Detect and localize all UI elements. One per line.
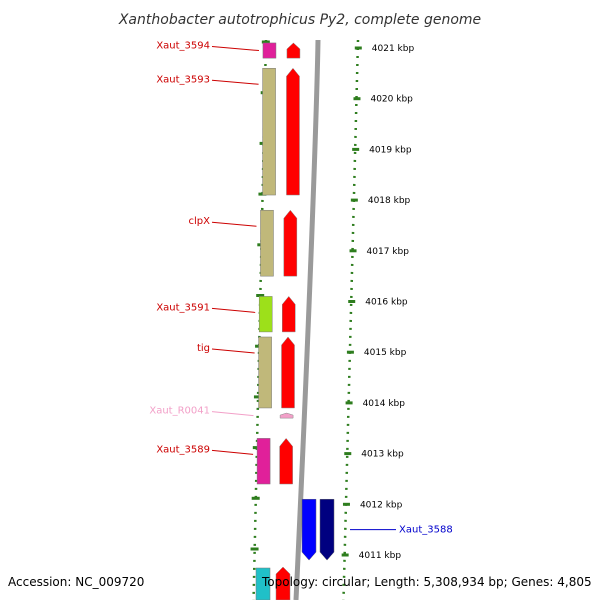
gene-cog-bar[interactable] <box>319 498 335 561</box>
gene-label-leader <box>211 449 254 455</box>
genome-title: Xanthobacter autotrophicus Py2, complete… <box>118 12 481 28</box>
gene-label-leader <box>211 79 259 85</box>
gene-label-leader <box>211 307 256 313</box>
gene-cog-bar[interactable] <box>258 296 273 333</box>
gene-cog-bar[interactable] <box>260 209 274 277</box>
gene-label-leader <box>211 221 257 227</box>
gene-label-leader <box>211 46 259 52</box>
gene-arrow[interactable] <box>286 42 301 59</box>
gene-label[interactable]: Xaut_R0041 <box>149 406 210 417</box>
tick-label: 4015 kbp <box>364 348 407 358</box>
tick-label: 4012 kbp <box>360 500 403 510</box>
topology-text: Topology: circular; Length: 5,308,934 bp… <box>261 575 592 589</box>
gene-label-leader <box>211 348 255 354</box>
gene-label[interactable]: Xaut_3593 <box>156 74 210 85</box>
tick-label: 4013 kbp <box>361 450 404 460</box>
gene-arrow[interactable] <box>279 412 294 419</box>
gene-cog-bar[interactable] <box>262 68 276 196</box>
gene-label[interactable]: Xaut_3589 <box>156 444 210 455</box>
tick-label: 4011 kbp <box>359 551 402 561</box>
tick-label: 4018 kbp <box>368 196 411 206</box>
gene-label[interactable]: tig <box>197 343 210 354</box>
gene-label[interactable]: Xaut_3591 <box>156 302 210 313</box>
genome-backbone <box>293 39 321 600</box>
gene-label[interactable]: Xaut_3594 <box>156 41 210 52</box>
tick-label: 4020 kbp <box>370 95 413 105</box>
gene-cog-bar[interactable] <box>258 336 272 409</box>
gene-arrow[interactable] <box>279 437 293 485</box>
gene-arrow[interactable] <box>283 209 298 277</box>
tick-label: 4019 kbp <box>369 145 412 155</box>
gene-label[interactable]: clpX <box>189 216 211 227</box>
ring-outer-edge <box>342 39 360 600</box>
gene-cog-bar[interactable] <box>262 42 277 59</box>
genome-ring: 4021 kbp 4020 kbp 4019 kbp 4018 kbp 4017 kbp… <box>250 39 415 600</box>
gene-arrow[interactable] <box>286 67 300 196</box>
gene-arrow[interactable] <box>301 498 317 561</box>
tick-label: 4021 kbp <box>372 44 415 54</box>
gene-tracks <box>255 42 335 600</box>
gene-label-leader <box>211 411 254 417</box>
tick-label: 4014 kbp <box>363 399 406 409</box>
gene-arrow[interactable] <box>282 296 296 333</box>
tick-label: 4017 kbp <box>367 247 410 257</box>
accession-text: Accession: NC_009720 <box>8 575 144 589</box>
gene-cog-bar[interactable] <box>255 567 271 600</box>
gene-arrow[interactable] <box>275 566 291 600</box>
gene-cog-bar[interactable] <box>256 438 271 485</box>
tick-label: 4016 kbp <box>365 298 408 308</box>
gene-label[interactable]: Xaut_3588 <box>399 525 453 536</box>
gene-arrow[interactable] <box>281 336 295 409</box>
